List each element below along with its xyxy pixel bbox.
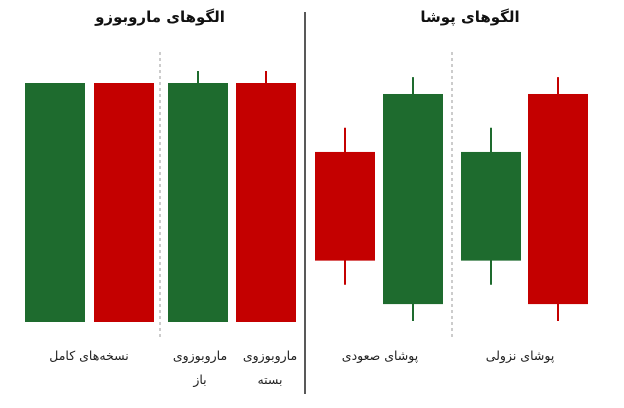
open-marubozu-label: ماروبوزوی باز — [164, 344, 236, 392]
open-marubozu-green-candle — [168, 71, 228, 322]
bearish-engulfing-label: پوشای نزولی — [485, 348, 555, 363]
closed-marubozu-label: ماروبوزوی بسته — [234, 344, 306, 392]
marubozu-patterns-title: الگوهای ماروبوزو — [95, 8, 225, 26]
closed-marubozu-red-candle-body — [236, 83, 296, 322]
bearish-engulfing-small-green-candle-body — [461, 151, 521, 261]
closed-marubozu-label-line1: ماروبوزوی — [242, 348, 298, 363]
bullish-engulfing-small-red-candle — [315, 127, 375, 285]
full-green-candle-body — [25, 83, 85, 322]
bullish-engulfing-large-green-candle-body — [383, 93, 443, 305]
open-marubozu-label-line1: ماروبوزوی — [172, 348, 228, 363]
bearish-engulfing-small-green-candle — [461, 127, 521, 285]
bearish-engulfing-large-red-candle-body — [528, 93, 588, 305]
open-marubozu-green-candle-body — [168, 83, 228, 322]
engulfing-patterns-title: الگوهای پوشا — [420, 8, 520, 26]
bullish-engulfing-label: پوشای صعودی — [341, 348, 419, 363]
closed-marubozu-label-line2: بسته — [257, 372, 283, 387]
full-bodies-label: نسخه‌های کامل — [49, 348, 129, 363]
bullish-engulfing-large-green-candle — [383, 77, 443, 321]
bearish-engulfing-large-red-candle — [528, 77, 588, 321]
bullish-engulfing-small-red-candle-body — [315, 151, 375, 261]
full-green-candle — [25, 83, 85, 322]
full-red-candle — [94, 83, 154, 322]
full-red-candle-body — [94, 83, 154, 322]
closed-marubozu-red-candle — [236, 71, 296, 322]
open-marubozu-label-line2: باز — [193, 372, 207, 387]
